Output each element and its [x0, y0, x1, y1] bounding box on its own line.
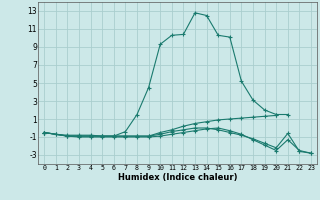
- X-axis label: Humidex (Indice chaleur): Humidex (Indice chaleur): [118, 173, 237, 182]
